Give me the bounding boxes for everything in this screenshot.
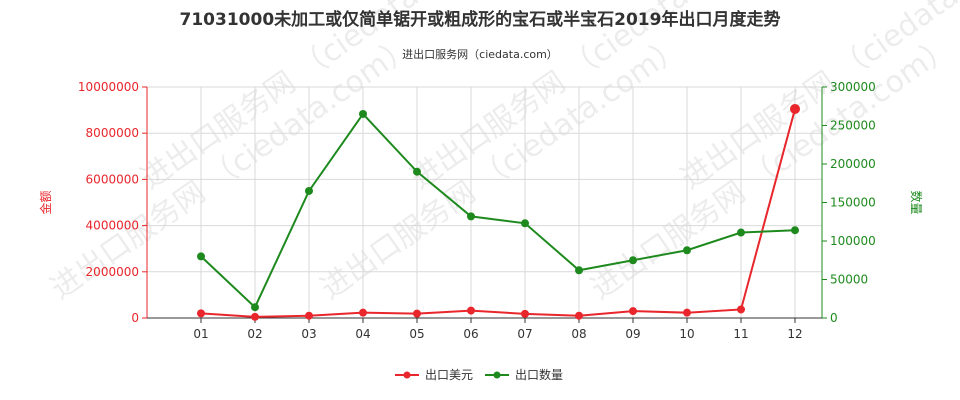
data-point bbox=[521, 219, 529, 228]
right-tick-label: 300000 bbox=[830, 80, 876, 94]
x-tick-label: 07 bbox=[517, 327, 532, 341]
left-tick-label: 4000000 bbox=[86, 219, 139, 233]
left-tick-label: 0 bbox=[131, 311, 139, 325]
data-point bbox=[359, 308, 367, 317]
data-point bbox=[467, 212, 475, 221]
data-point bbox=[359, 109, 367, 118]
x-axis-ticks: 01 02 03 04 05 06 07 08 09 10 11 12 bbox=[193, 318, 803, 341]
legend-item[interactable]: 出口数量 bbox=[485, 367, 563, 382]
data-point bbox=[683, 308, 691, 317]
right-axis-ticks: 0 50000 100000 150000 200000 250000 300000 bbox=[822, 80, 876, 325]
left-tick-label: 6000000 bbox=[86, 172, 139, 186]
right-tick-label: 100000 bbox=[830, 234, 876, 248]
right-tick-label: 250000 bbox=[830, 119, 876, 133]
legend-label: 出口数量 bbox=[515, 367, 563, 382]
x-tick-label: 12 bbox=[787, 327, 802, 341]
series-layer bbox=[197, 103, 800, 321]
right-tick-label: 0 bbox=[830, 311, 838, 325]
data-point bbox=[251, 303, 259, 312]
legend: 出口美元 出口数量 bbox=[395, 367, 563, 382]
data-point bbox=[251, 312, 259, 321]
series-line bbox=[200, 112, 796, 309]
data-point bbox=[305, 311, 313, 320]
left-tick-label: 10000000 bbox=[78, 80, 139, 94]
chart-title: 71031000未加工或仅简单锯开或粗成形的宝石或半宝石2019年出口月度走势 bbox=[180, 9, 781, 30]
x-tick-label: 10 bbox=[679, 327, 694, 341]
data-point bbox=[790, 103, 800, 114]
series-1 bbox=[197, 103, 800, 321]
data-point bbox=[197, 309, 205, 318]
data-point bbox=[629, 307, 637, 316]
data-point bbox=[413, 309, 421, 318]
legend-marker bbox=[493, 371, 501, 379]
left-tick-label: 2000000 bbox=[86, 265, 139, 279]
legend-label: 出口美元 bbox=[425, 368, 473, 382]
watermark: 进出口服务网 （ciedata.com）进出口服务网 （ciedata.com）… bbox=[45, 0, 960, 307]
data-point bbox=[737, 228, 745, 237]
data-point bbox=[521, 309, 529, 318]
x-tick-label: 08 bbox=[571, 327, 586, 341]
right-tick-label: 50000 bbox=[830, 273, 868, 287]
data-point bbox=[467, 306, 475, 315]
data-point bbox=[791, 226, 799, 235]
data-point bbox=[575, 266, 583, 275]
data-point bbox=[305, 186, 313, 195]
legend-marker bbox=[403, 371, 411, 379]
x-tick-label: 04 bbox=[355, 327, 370, 341]
data-point bbox=[413, 167, 421, 176]
x-tick-label: 09 bbox=[625, 327, 640, 341]
data-point bbox=[737, 305, 745, 314]
data-point bbox=[683, 246, 691, 255]
data-point bbox=[575, 311, 583, 320]
x-tick-label: 11 bbox=[733, 327, 748, 341]
series-2 bbox=[197, 109, 799, 312]
right-tick-label: 200000 bbox=[830, 157, 876, 171]
left-axis-label: 金额 bbox=[38, 190, 53, 214]
data-point bbox=[197, 252, 205, 261]
x-tick-label: 03 bbox=[301, 327, 316, 341]
x-tick-label: 02 bbox=[247, 327, 262, 341]
left-axis-ticks: 0 2000000 4000000 6000000 8000000 10000000 bbox=[78, 80, 147, 325]
right-axis-label: 数量 bbox=[909, 190, 924, 214]
legend-item[interactable]: 出口美元 bbox=[395, 368, 473, 382]
right-tick-label: 150000 bbox=[830, 196, 876, 210]
left-tick-label: 8000000 bbox=[86, 126, 139, 140]
x-tick-label: 05 bbox=[409, 327, 424, 341]
data-point bbox=[629, 256, 637, 265]
x-tick-label: 01 bbox=[193, 327, 208, 341]
x-tick-label: 06 bbox=[463, 327, 478, 341]
chart-subtitle: 进出口服务网（ciedata.com） bbox=[402, 47, 558, 61]
series-line bbox=[200, 108, 796, 318]
